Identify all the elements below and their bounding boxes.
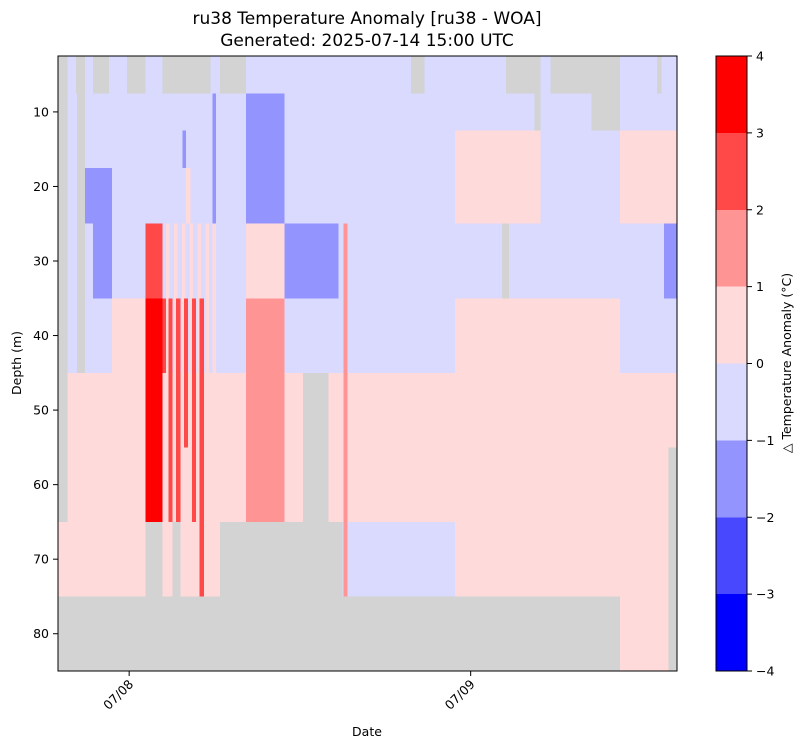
y-tick-label: 60 (33, 477, 49, 492)
colorbar-segment-0 (716, 56, 747, 133)
heatmap-cell-44 (162, 521, 173, 597)
x-axis: 07/08 07/09 (100, 671, 478, 713)
heatmap-cell-14 (245, 93, 285, 224)
heatmap-cell-58 (220, 521, 322, 597)
y-tick-label: 20 (33, 179, 49, 194)
colorbar-tick-label: 4 (756, 49, 764, 64)
colorbar-tick-label: 3 (756, 125, 764, 140)
heatmap-cell-50 (199, 298, 204, 597)
colorbar-tick-label: 1 (756, 279, 764, 294)
heatmap-cell-20 (664, 223, 677, 299)
heatmap-cell-35 (112, 298, 146, 373)
heatmap-cell-48 (183, 298, 189, 448)
y-tick-label: 30 (33, 254, 49, 269)
heatmap-cell-13 (212, 93, 216, 224)
x-axis-label: Date (352, 724, 382, 739)
heatmap-cell-60 (668, 447, 677, 671)
y-tick-label: 80 (33, 626, 49, 641)
heatmap-cell-19 (284, 223, 339, 299)
heatmap-cell-23 (620, 130, 677, 224)
heatmap-cell-51 (162, 298, 167, 373)
heatmap-cell-53 (343, 223, 348, 597)
colorbar-segment-7 (716, 594, 747, 672)
colorbar-tick-label: −1 (756, 433, 774, 448)
heatmap-cell-41 (620, 372, 677, 671)
heatmap-cell-24 (186, 167, 191, 224)
colorbar-label: △ Temperature Anomaly (°C) (779, 273, 794, 453)
heatmap-cell-1 (75, 56, 86, 94)
y-axis: 10 20 30 40 50 60 70 80 (33, 104, 58, 641)
colorbar-segment-4 (716, 363, 747, 441)
heatmap-cell-6 (220, 56, 246, 94)
heatmap-cell-2 (77, 93, 86, 522)
heatmap-cell-18 (92, 223, 113, 299)
y-axis-label: Depth (m) (9, 331, 24, 395)
colorbar-segment-6 (716, 517, 747, 595)
heatmap-cell-25 (245, 223, 285, 299)
heatmap-cell-52 (245, 298, 285, 522)
heatmap-cell-42 (58, 521, 146, 597)
heatmap-cell-4 (127, 56, 146, 94)
x-tick-label: 07/09 (442, 676, 478, 712)
colorbar-tick-label: 2 (756, 202, 764, 217)
colorbar-tick-label: 0 (756, 356, 764, 371)
heatmap-cell-27 (145, 298, 163, 522)
heatmap-cell-37 (85, 372, 146, 522)
heatmap-cell-8 (506, 56, 535, 94)
y-tick-label: 40 (33, 328, 49, 343)
heatmap-cells (58, 56, 677, 671)
colorbar: 4 3 2 1 0 −1 −2 −3 −4 (715, 49, 774, 679)
colorbar-segment-1 (716, 132, 747, 210)
colorbar-segment-2 (716, 209, 747, 287)
colorbar-segment-5 (716, 440, 747, 518)
heatmap-cell-38 (162, 372, 246, 522)
heatmap-cell-0 (58, 56, 68, 522)
y-tick-label: 50 (33, 403, 49, 418)
heatmap-cell-55 (328, 521, 343, 597)
colorbar-tick-label: −4 (756, 664, 774, 679)
y-tick-label: 70 (33, 552, 49, 567)
colorbar-segment-3 (716, 286, 747, 364)
heatmap-cell-57 (172, 521, 181, 597)
heatmap-cell-46 (168, 298, 173, 522)
chart-subtitle: Generated: 2025-07-14 15:00 UTC (220, 31, 514, 51)
heatmap-cell-40 (455, 298, 621, 597)
x-tick-label: 07/08 (100, 676, 136, 712)
heatmap-cell-61 (58, 596, 621, 671)
heatmap-cell-11 (591, 56, 621, 131)
plot-frame (57, 55, 678, 672)
heatmap-cell-22 (455, 130, 541, 224)
heatmap-cell-15 (182, 130, 187, 168)
y-tick-label: 10 (33, 104, 49, 119)
heatmap-cell-12 (657, 56, 662, 94)
plot-area (57, 55, 678, 672)
colorbar-tick-label: −3 (756, 587, 774, 602)
heatmap-cell-17 (85, 167, 113, 224)
heatmap-cell-49 (191, 298, 197, 522)
heatmap-cell-7 (410, 56, 425, 94)
heatmap-cell-3 (92, 56, 110, 94)
colorbar-tick-label: −2 (756, 510, 774, 525)
chart-title: ru38 Temperature Anomaly [ru38 - WOA] (193, 9, 542, 29)
heatmap-cell-5 (162, 56, 211, 94)
heatmap-cell-56 (145, 521, 163, 597)
heatmap-cell-47 (176, 298, 181, 522)
heatmap-cell-10 (550, 56, 592, 94)
